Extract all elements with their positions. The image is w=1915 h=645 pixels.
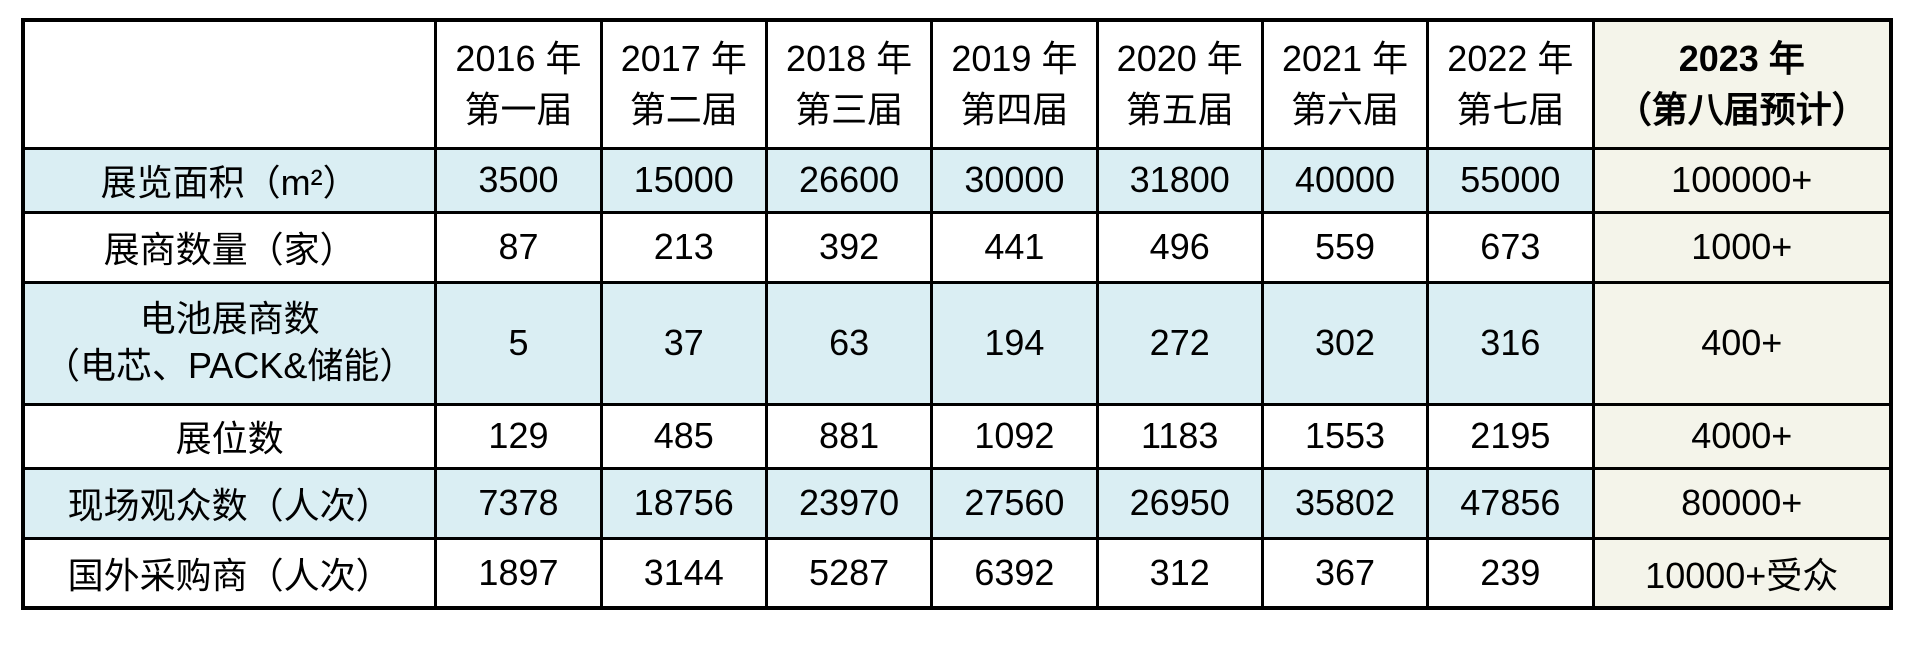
data-cell: 194	[930, 280, 1099, 406]
column-header-2022: 2022 年 第七届	[1426, 18, 1595, 150]
forecast-cell: 1000+	[1591, 210, 1893, 284]
row-booth-count: 展位数 129 485 881 1092 1183 1553 2195 4000…	[21, 402, 1893, 470]
data-cell: 316	[1426, 280, 1595, 406]
corner-cell	[21, 18, 438, 150]
column-year-label: 2020 年	[1116, 38, 1243, 80]
column-header-2019: 2019 年 第四届	[930, 18, 1099, 150]
data-cell: 40000	[1260, 146, 1430, 214]
row-visitor-count: 现场观众数（人次） 7378 18756 23970 27560 26950 3…	[21, 466, 1893, 540]
column-edition-label: 第四届	[960, 89, 1069, 131]
row-label-line2: （电芯、PACK&储能）	[43, 345, 416, 386]
row-exhibition-area: 展览面积（m²） 3500 15000 26600 30000 31800 40…	[21, 146, 1893, 214]
data-cell: 23970	[764, 466, 934, 540]
data-cell: 26600	[764, 146, 934, 214]
forecast-cell: 10000+受众	[1591, 536, 1893, 610]
data-cell: 6392	[930, 536, 1099, 610]
data-cell: 1183	[1095, 402, 1264, 470]
data-cell: 1553	[1260, 402, 1430, 470]
data-cell: 496	[1095, 210, 1264, 284]
forecast-cell: 100000+	[1591, 146, 1893, 214]
data-cell: 272	[1095, 280, 1264, 406]
forecast-cell: 400+	[1591, 280, 1893, 406]
header-row: 2016 年 第一届 2017 年 第二届 2018 年 第三届 2019 年 …	[21, 18, 1893, 150]
data-cell: 35802	[1260, 466, 1430, 540]
column-header-2020: 2020 年 第五届	[1095, 18, 1264, 150]
column-year-label: 2019 年	[951, 38, 1078, 80]
data-cell: 673	[1426, 210, 1595, 284]
row-label: 国外采购商（人次）	[21, 536, 438, 610]
data-cell: 312	[1095, 536, 1264, 610]
data-cell: 7378	[434, 466, 603, 540]
row-label: 现场观众数（人次）	[21, 466, 438, 540]
column-year-label: 2023 年	[1678, 38, 1805, 80]
column-edition-label: 第一届	[464, 89, 573, 131]
data-cell: 55000	[1426, 146, 1595, 214]
row-battery-exhibitors: 电池展商数 （电芯、PACK&储能） 5 37 63 194 272 302 3…	[21, 280, 1893, 406]
data-cell: 31800	[1095, 146, 1264, 214]
data-cell: 3500	[434, 146, 603, 214]
data-cell: 1092	[930, 402, 1099, 470]
data-cell: 239	[1426, 536, 1595, 610]
data-cell: 26950	[1095, 466, 1264, 540]
data-cell: 367	[1260, 536, 1430, 610]
data-cell: 2195	[1426, 402, 1595, 470]
data-cell: 27560	[930, 466, 1099, 540]
row-exhibitor-count: 展商数量（家） 87 213 392 441 496 559 673 1000+	[21, 210, 1893, 284]
column-edition-label: 第五届	[1125, 89, 1234, 131]
data-cell: 5	[434, 280, 603, 406]
column-edition-label: 第二届	[629, 89, 738, 131]
data-cell: 441	[930, 210, 1099, 284]
data-cell: 881	[764, 402, 934, 470]
data-cell: 87	[434, 210, 603, 284]
forecast-cell: 80000+	[1591, 466, 1893, 540]
data-cell: 559	[1260, 210, 1430, 284]
column-year-label: 2022 年	[1447, 38, 1574, 80]
data-cell: 3144	[599, 536, 768, 610]
data-cell: 15000	[599, 146, 768, 214]
column-header-2017: 2017 年 第二届	[599, 18, 768, 150]
column-header-2021: 2021 年 第六届	[1260, 18, 1430, 150]
column-header-2016: 2016 年 第一届	[434, 18, 603, 150]
column-header-2018: 2018 年 第三届	[764, 18, 934, 150]
row-label: 展览面积（m²）	[21, 146, 438, 214]
data-cell: 37	[599, 280, 768, 406]
exhibition-stats-table: 2016 年 第一届 2017 年 第二届 2018 年 第三届 2019 年 …	[21, 18, 1893, 610]
column-year-label: 2017 年	[620, 38, 747, 80]
column-edition-label: 第七届	[1456, 89, 1565, 131]
data-cell: 485	[599, 402, 768, 470]
data-cell: 392	[764, 210, 934, 284]
forecast-cell: 4000+	[1591, 402, 1893, 470]
row-label: 展位数	[21, 402, 438, 470]
data-cell: 18756	[599, 466, 768, 540]
data-cell: 302	[1260, 280, 1430, 406]
column-edition-label: （第八届预计）	[1615, 89, 1868, 131]
data-cell: 213	[599, 210, 768, 284]
column-year-label: 2016 年	[455, 38, 582, 80]
data-cell: 63	[764, 280, 934, 406]
data-cell: 47856	[1426, 466, 1595, 540]
row-label: 展商数量（家）	[21, 210, 438, 284]
column-year-label: 2018 年	[786, 38, 913, 80]
data-cell: 1897	[434, 536, 603, 610]
row-label: 电池展商数 （电芯、PACK&储能）	[21, 280, 438, 406]
row-overseas-buyers: 国外采购商（人次） 1897 3144 5287 6392 312 367 23…	[21, 536, 1893, 610]
column-header-2023-forecast: 2023 年 （第八届预计）	[1591, 18, 1893, 150]
column-edition-label: 第六届	[1291, 89, 1400, 131]
column-edition-label: 第三届	[795, 89, 904, 131]
data-cell: 5287	[764, 536, 934, 610]
data-cell: 30000	[930, 146, 1099, 214]
data-cell: 129	[434, 402, 603, 470]
column-year-label: 2021 年	[1281, 38, 1409, 80]
row-label-line1: 电池展商数	[139, 298, 320, 340]
